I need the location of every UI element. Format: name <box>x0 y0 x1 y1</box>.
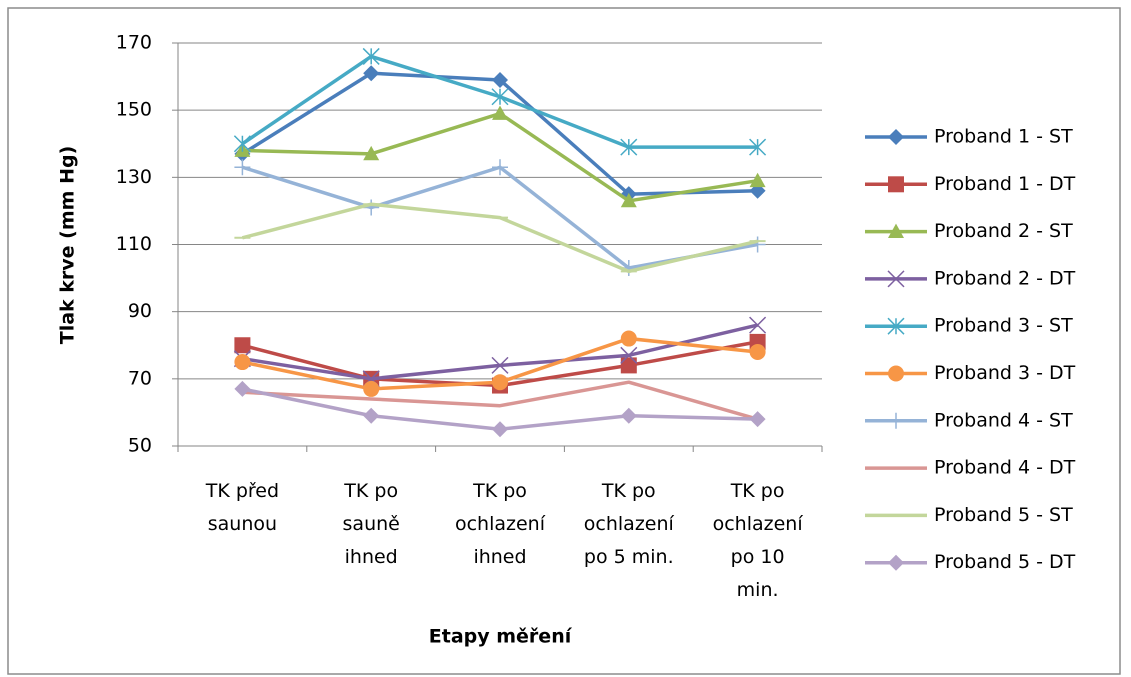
marker <box>620 330 637 347</box>
marker <box>362 47 380 65</box>
marker <box>888 223 904 238</box>
marker <box>492 374 508 391</box>
marker <box>749 138 767 156</box>
legend-item: Proband 1 - ST <box>865 126 1073 148</box>
legend-label: Proband 1 - ST <box>934 126 1073 148</box>
x-tick-label: TK po ochlazení ihned <box>455 480 546 568</box>
legend-item: Proband 2 - DT <box>865 267 1076 289</box>
legend-label: Proband 5 - DT <box>934 551 1076 573</box>
marker <box>749 236 766 253</box>
marker <box>749 343 766 360</box>
y-tick-label: 130 <box>116 166 152 188</box>
legend-label: Proband 3 - ST <box>934 315 1073 337</box>
marker <box>363 199 380 216</box>
marker <box>749 316 767 334</box>
legend-label: Proband 5 - ST <box>934 504 1073 526</box>
y-axis-title: Tlak krve (mm Hg) <box>57 146 79 345</box>
y-tick-label: 170 <box>116 32 152 54</box>
y-tick-label: 90 <box>128 300 152 322</box>
legend-label: Proband 4 - ST <box>934 409 1073 431</box>
x-tick-label: TK před saunou <box>205 480 279 535</box>
legend-item: Proband 3 - DT <box>865 362 1076 384</box>
marker <box>749 172 766 188</box>
legend-label: Proband 3 - DT <box>934 362 1076 384</box>
y-tick-label: 110 <box>116 233 152 255</box>
marker <box>233 135 251 153</box>
marker <box>492 421 508 438</box>
legend-item: Proband 3 - ST <box>865 315 1073 337</box>
legend-item: Proband 2 - ST <box>865 220 1073 242</box>
series-line <box>242 380 759 421</box>
y-tick-label: 50 <box>128 435 152 457</box>
marker <box>234 337 251 354</box>
x-axis-title: Etapy měření <box>429 626 573 648</box>
legend-item: Proband 4 - ST <box>865 409 1073 431</box>
marker <box>491 356 509 374</box>
marker <box>888 365 904 382</box>
marker <box>492 105 508 120</box>
legend-label: Proband 2 - ST <box>934 220 1073 242</box>
x-tick-label: TK po ochlazení po 5 min. <box>584 480 675 568</box>
marker <box>749 411 766 428</box>
legend-item: Proband 1 - DT <box>865 173 1076 195</box>
marker <box>492 159 508 176</box>
marker <box>363 145 380 161</box>
marker <box>620 346 638 364</box>
marker <box>620 192 637 208</box>
y-tick-label: 150 <box>116 99 152 121</box>
legend-label: Proband 4 - DT <box>934 457 1076 479</box>
marker <box>620 138 638 156</box>
chart-border <box>7 7 1121 675</box>
marker <box>363 407 380 424</box>
marker <box>492 71 508 88</box>
x-tick-label: TK po ochlazení po 10 min. <box>713 480 804 601</box>
marker <box>888 554 904 571</box>
marker <box>491 88 509 106</box>
marker <box>620 357 637 374</box>
marker <box>620 407 637 424</box>
marker <box>887 317 905 335</box>
marker <box>888 129 904 145</box>
legend-label: Proband 2 - DT <box>934 267 1076 289</box>
marker <box>363 380 380 397</box>
legend-item: Proband 4 - DT <box>865 457 1076 479</box>
marker <box>888 176 904 193</box>
legend-item: Proband 5 - DT <box>865 551 1076 573</box>
marker <box>363 65 380 82</box>
legend-item: Proband 5 - ST <box>865 504 1073 526</box>
marker <box>234 159 251 176</box>
marker <box>234 380 251 397</box>
x-tick-label: TK po sauně ihned <box>343 480 400 568</box>
marker <box>888 412 904 429</box>
marker <box>234 354 251 371</box>
y-tick-label: 70 <box>128 367 152 389</box>
legend-label: Proband 1 - DT <box>934 173 1076 195</box>
marker <box>887 270 905 288</box>
